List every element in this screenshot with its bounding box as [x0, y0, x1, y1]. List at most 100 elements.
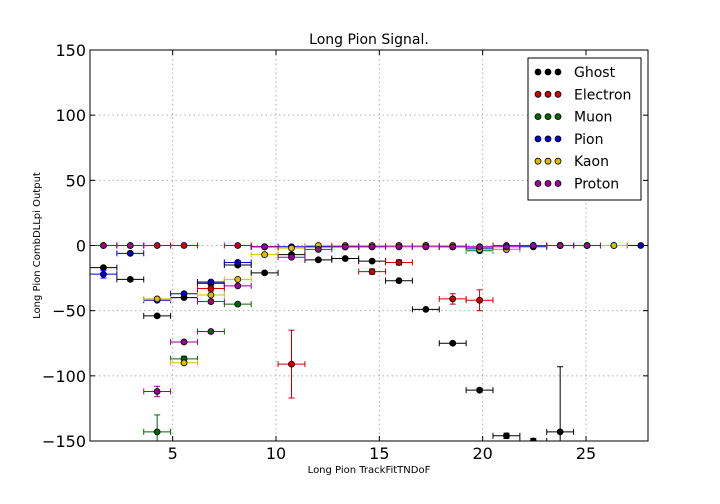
x-tick-label: 20 [472, 444, 492, 463]
series-layer [90, 242, 648, 441]
data-point [234, 282, 242, 290]
data-point [368, 243, 376, 251]
y-tick-label: 150 [55, 41, 86, 60]
data-point [261, 251, 269, 259]
data-point [556, 428, 564, 436]
data-point [341, 255, 349, 262]
data-point [395, 277, 403, 285]
legend-marker [534, 157, 542, 165]
data-point [153, 242, 161, 249]
data-point [341, 243, 349, 251]
x-tick-label: 5 [168, 444, 178, 463]
legend-label: Kaon [574, 154, 609, 170]
legend-marker [554, 113, 562, 120]
data-point [529, 242, 537, 249]
data-point [395, 243, 403, 251]
series-ghost [90, 251, 575, 441]
legend-marker [544, 113, 552, 120]
data-point [503, 432, 510, 440]
legend-label: Proton [574, 177, 619, 193]
data-point [476, 243, 483, 251]
y-tick-label: −50 [52, 302, 86, 321]
data-point [314, 246, 322, 253]
legend-marker [544, 157, 552, 165]
data-point [153, 295, 161, 303]
data-point [529, 437, 537, 441]
data-point [368, 268, 376, 275]
data-point [368, 257, 376, 265]
plot-area [90, 242, 648, 441]
y-tick-label: 0 [76, 237, 86, 256]
data-point [395, 259, 403, 266]
data-point [100, 242, 107, 249]
y-tick-label: −150 [42, 432, 86, 451]
legend-marker [534, 113, 542, 120]
data-point [180, 290, 188, 298]
y-axis-label: Long Pion CombDLLpi Output [32, 172, 43, 319]
legend-marker [554, 90, 562, 98]
series-electron [90, 242, 575, 399]
data-point [180, 359, 188, 367]
data-point [180, 242, 188, 249]
data-point [556, 242, 564, 249]
data-point [126, 249, 134, 257]
x-axis-label: Long Pion TrackFitTNDoF [308, 465, 431, 476]
legend-marker [554, 135, 562, 143]
legend-marker [554, 68, 562, 76]
data-point [100, 264, 107, 272]
data-point [234, 259, 242, 266]
legend-marker [554, 157, 562, 165]
data-point [261, 243, 269, 251]
data-point [234, 300, 242, 308]
data-point [126, 275, 134, 283]
data-point [234, 242, 242, 249]
data-point [288, 253, 295, 261]
legend-marker [544, 180, 552, 187]
data-point [583, 242, 591, 249]
legend-label: Pion [574, 132, 603, 148]
series-muon [143, 247, 494, 441]
legend: Ghost Electron Muon Pion Kaon Proton [527, 57, 642, 201]
data-point [449, 243, 457, 251]
data-point [422, 305, 430, 313]
series-proton [90, 242, 601, 398]
legend-marker [534, 135, 542, 143]
x-tick-label: 15 [369, 444, 389, 463]
legend-marker [534, 180, 542, 187]
legend-label: Muon [574, 110, 612, 126]
data-point [234, 275, 242, 283]
data-point [422, 243, 430, 251]
data-point [288, 244, 295, 252]
data-point [207, 328, 215, 335]
y-tick-label: 100 [55, 106, 86, 125]
legend-marker [534, 68, 542, 76]
legend-marker [544, 90, 552, 98]
data-point [314, 256, 322, 264]
data-point [153, 428, 161, 436]
data-point [207, 298, 215, 305]
data-point [610, 242, 618, 249]
legend-marker [554, 180, 562, 187]
y-tick-label: 50 [66, 171, 86, 190]
data-point [476, 296, 483, 304]
data-point [153, 388, 161, 395]
data-point [180, 338, 188, 346]
data-point [207, 285, 215, 292]
data-point [503, 243, 510, 251]
legend-marker [534, 90, 542, 98]
legend-label: Ghost [574, 65, 616, 81]
data-point [207, 291, 215, 299]
data-point [207, 278, 215, 286]
data-point [449, 295, 457, 303]
data-point [261, 269, 269, 277]
legend-marker [544, 135, 552, 143]
x-tick-label: 10 [266, 444, 286, 463]
legend-label: Electron [574, 87, 631, 103]
data-point [100, 270, 107, 278]
chart-title: Long Pion Signal. [309, 32, 429, 48]
data-point [288, 360, 295, 368]
data-point [153, 312, 161, 320]
x-tick-label: 25 [576, 444, 596, 463]
y-tick-label: −100 [42, 367, 86, 386]
